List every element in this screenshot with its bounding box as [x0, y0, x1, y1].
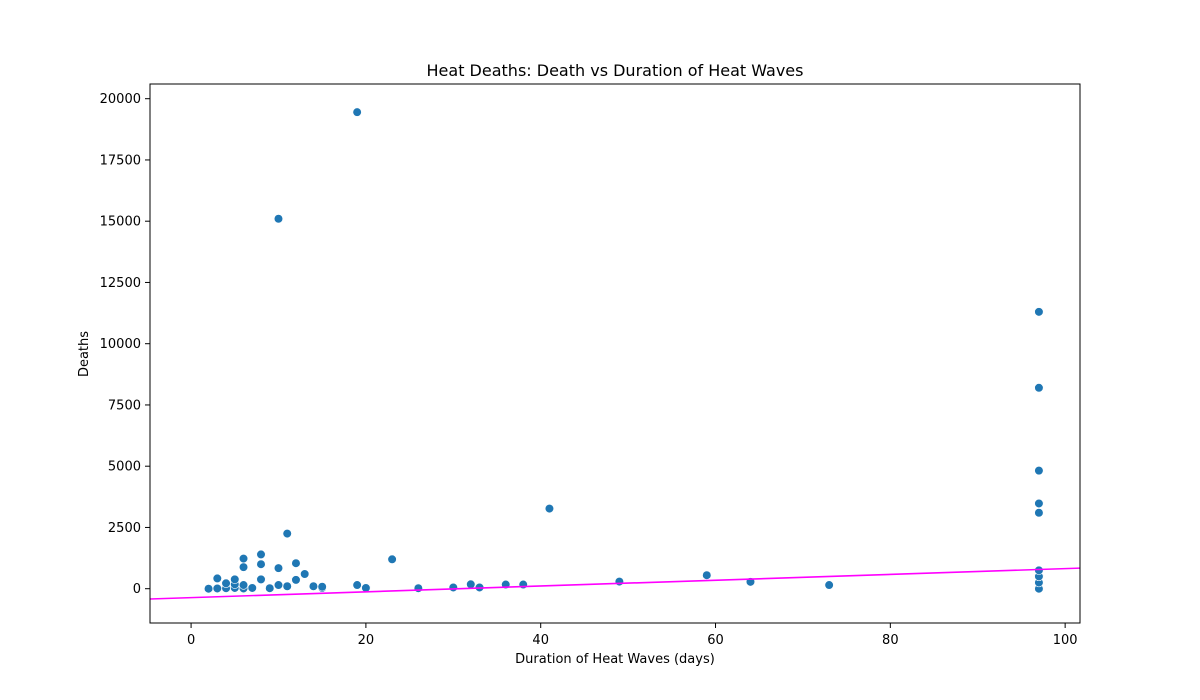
x-tick-label: 0 [187, 633, 195, 648]
data-point-51 [1034, 307, 1044, 317]
data-point-29 [352, 107, 362, 117]
y-tick-label: 10000 [100, 337, 141, 352]
data-point-34 [466, 579, 476, 589]
x-tick-label: 20 [358, 633, 375, 648]
data-point-47 [1034, 508, 1044, 518]
data-point-50 [1034, 383, 1044, 393]
data-point-19 [273, 214, 284, 224]
y-tick-label: 5000 [108, 460, 141, 475]
y-tick-label: 7500 [108, 398, 141, 413]
data-point-39 [614, 576, 624, 587]
x-tick-label: 40 [532, 633, 549, 648]
data-point-20 [282, 581, 292, 591]
data-point-23 [291, 558, 301, 568]
data-point-40 [702, 570, 712, 580]
data-point-32 [413, 583, 423, 593]
data-point-42 [824, 580, 834, 590]
data-point-1 [212, 583, 222, 594]
y-axis: 0 2500 5000 7500 10000 12500 15000 17500 20000 [100, 92, 150, 597]
data-point-10 [238, 562, 249, 572]
y-tick-label: 2500 [108, 521, 141, 536]
data-point-15 [256, 549, 266, 560]
data-point-13 [256, 574, 266, 584]
y-tick-label: 20000 [100, 92, 141, 107]
data-point-2 [212, 573, 222, 584]
y-axis-label: Deaths [77, 331, 92, 377]
data-point-12 [247, 583, 257, 593]
data-point-22 [291, 575, 301, 585]
x-tick-label: 60 [707, 633, 724, 648]
y-tick-label: 0 [133, 582, 141, 597]
data-point-49 [1034, 466, 1044, 476]
x-axis: 0 20 40 60 80 100 [187, 623, 1078, 648]
data-layer [150, 107, 1080, 600]
data-point-17 [273, 580, 284, 590]
data-point-14 [256, 559, 266, 569]
data-point-28 [352, 580, 362, 590]
data-point-7 [230, 574, 240, 584]
trend-line [150, 567, 1080, 600]
data-point-33 [448, 582, 458, 593]
data-point-25 [308, 581, 319, 591]
data-point-31 [387, 554, 397, 564]
chart-title: Heat Deaths: Death vs Duration of Heat W… [427, 61, 804, 80]
data-point-48 [1034, 498, 1044, 509]
x-tick-label: 80 [882, 633, 899, 648]
data-point-24 [300, 569, 310, 579]
data-point-11 [238, 553, 249, 564]
data-point-21 [282, 528, 292, 539]
data-point-37 [518, 579, 528, 590]
data-point-18 [273, 563, 284, 573]
data-point-0 [203, 584, 214, 594]
y-tick-label: 12500 [100, 276, 141, 291]
data-point-9 [238, 580, 249, 590]
data-point-4 [221, 578, 231, 588]
plot-area-frame [149, 83, 1081, 624]
data-point-38 [544, 503, 555, 514]
y-tick-label: 17500 [100, 153, 141, 168]
y-tick-label: 15000 [100, 215, 141, 230]
x-axis-label: Duration of Heat Waves (days) [515, 652, 715, 667]
data-point-27 [317, 582, 327, 592]
x-tick-label: 100 [1053, 633, 1078, 648]
data-point-16 [265, 583, 275, 593]
